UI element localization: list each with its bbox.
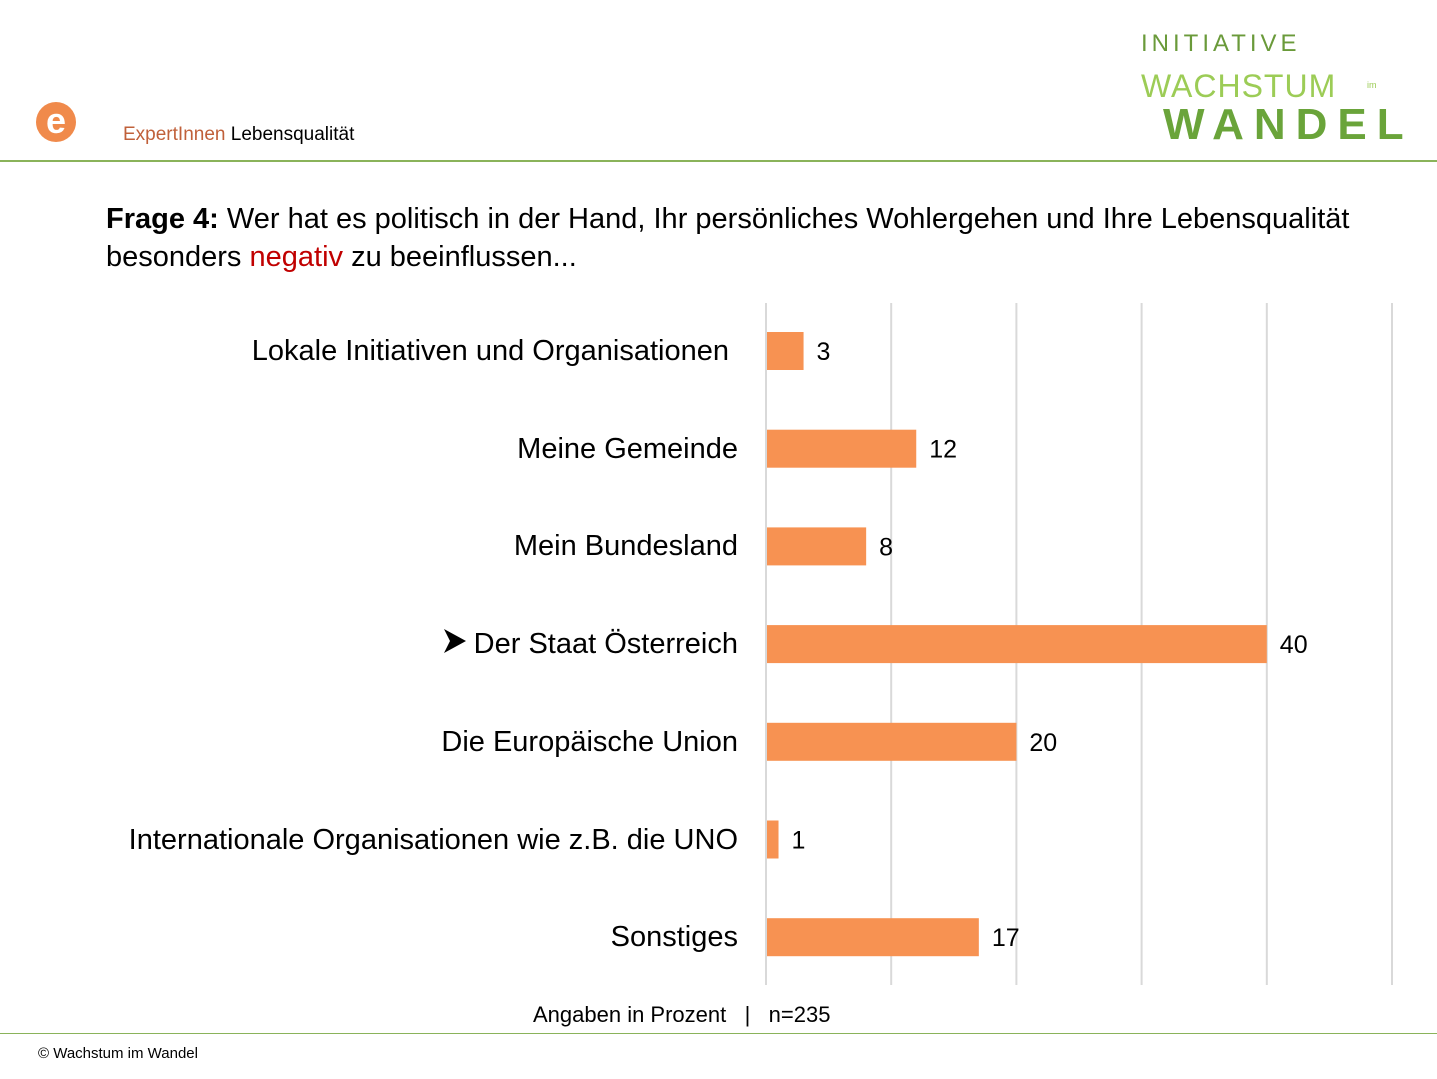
arrowhead-right-icon	[443, 624, 466, 664]
category-label: Die Europäische Union	[441, 722, 738, 762]
data-label: 3	[817, 338, 831, 366]
bar	[767, 918, 979, 957]
category-label: Mein Bundesland	[514, 526, 738, 566]
copyright: © Wachstum im Wandel	[38, 1045, 198, 1062]
data-label: 8	[879, 533, 893, 561]
category-label: Lokale Initiativen und Organisationen	[252, 331, 729, 371]
category-label-text: Sonstiges	[610, 921, 738, 954]
brand-im: im	[1367, 80, 1377, 90]
category-label: Meine Gemeinde	[517, 429, 738, 469]
category-label-text: Die Europäische Union	[441, 725, 738, 758]
category-label-text: Mein Bundesland	[513, 530, 738, 563]
bar	[767, 429, 917, 468]
header-label: ExpertInnen Lebensqualität	[123, 124, 354, 146]
category-label-text: Lokale Initiativen und Organisationen	[251, 335, 729, 367]
footer-divider	[0, 1033, 1437, 1034]
category-label: Internationale Organisationen wie z.B. d…	[129, 820, 738, 860]
data-label: 40	[1280, 631, 1308, 659]
category-label: Der Staat Österreich	[443, 624, 738, 664]
data-label: 17	[992, 924, 1020, 952]
bar	[767, 332, 804, 370]
category-label-text: Der Staat Österreich	[473, 628, 738, 661]
question-text: Frage 4: Wer hat es politisch in der Han…	[106, 200, 1356, 276]
data-label: 1	[792, 827, 806, 855]
data-label: 12	[929, 436, 957, 464]
bar	[767, 625, 1267, 664]
question-end: zu beeinflussen...	[343, 241, 577, 273]
brand-wachstum: WACHSTUM	[1141, 68, 1337, 104]
footer-note: Angaben in Prozent | n=235	[533, 1002, 831, 1027]
question-prefix: Frage 4:	[106, 203, 219, 235]
category-label: Sonstiges	[611, 917, 738, 957]
question-highlight: negativ	[249, 241, 344, 273]
header-rest: Lebensqualität	[225, 124, 355, 145]
bar	[767, 820, 779, 859]
header-accent: ExpertInnen	[123, 124, 226, 145]
brand-wandel: WANDEL	[1163, 100, 1414, 149]
header-divider	[0, 160, 1437, 162]
bar	[767, 527, 867, 566]
logo-e-icon: e	[36, 102, 76, 142]
bar	[767, 722, 1017, 761]
brand-initiative: INITIATIVE	[1141, 30, 1301, 57]
category-label-text: Internationale Organisationen wie z.B. d…	[128, 823, 738, 856]
category-label-text: Meine Gemeinde	[517, 432, 738, 465]
question-body: Wer hat es politisch in der Hand, Ihr pe…	[106, 203, 1350, 273]
data-label: 20	[1029, 729, 1057, 757]
